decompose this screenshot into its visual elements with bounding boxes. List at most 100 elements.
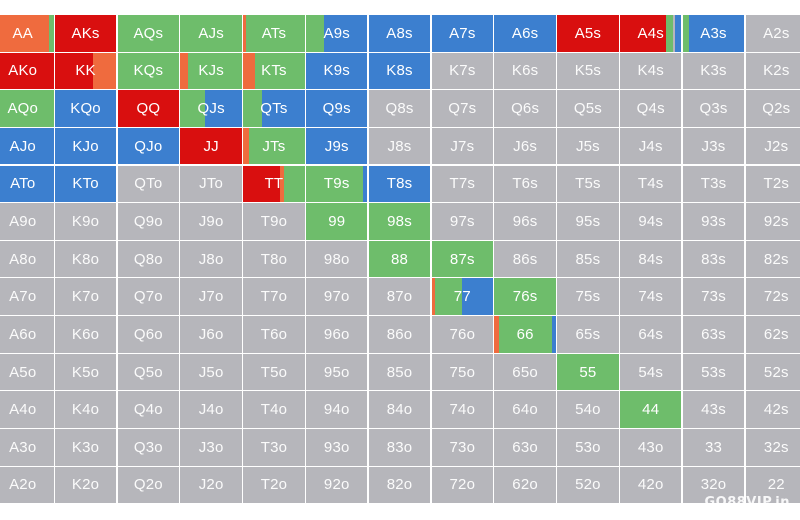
hand-cell[interactable]: T8s [368,165,431,203]
hand-cell[interactable]: T5o [243,353,305,391]
hand-cell[interactable]: AQs [117,15,180,52]
hand-cell[interactable]: 66 [494,316,556,353]
hand-cell[interactable]: J6s [494,127,556,165]
hand-cell[interactable]: T2o [243,466,305,504]
hand-cell[interactable]: T6o [243,316,305,353]
hand-cell[interactable]: 77 [431,278,494,315]
hand-cell[interactable]: 42o [619,466,682,504]
hand-cell[interactable]: 64s [619,316,682,353]
hand-cell[interactable]: T8o [243,240,305,278]
hand-cell[interactable]: 97s [431,203,494,240]
hand-cell[interactable]: A8o [0,240,54,278]
hand-cell[interactable]: 43o [619,429,682,466]
hand-cell[interactable]: A4o [0,391,54,428]
hand-cell[interactable]: KQo [54,90,117,127]
hand-cell[interactable]: 96o [305,316,368,353]
hand-cell[interactable]: A6o [0,316,54,353]
hand-cell[interactable]: Q6o [117,316,180,353]
hand-cell[interactable]: 85o [368,353,431,391]
hand-cell[interactable]: KJo [54,127,117,165]
hand-cell[interactable]: 43s [682,391,745,428]
hand-cell[interactable]: KQs [117,52,180,90]
hand-cell[interactable]: 62o [494,466,556,504]
hand-cell[interactable]: T7o [243,278,305,315]
hand-cell[interactable]: Q3o [117,429,180,466]
hand-cell[interactable]: J9o [180,203,242,240]
hand-cell[interactable]: 74s [619,278,682,315]
hand-cell[interactable]: A4s [619,15,682,52]
hand-cell[interactable]: 73s [682,278,745,315]
hand-cell[interactable]: 65o [494,353,556,391]
hand-cell[interactable]: 83o [368,429,431,466]
hand-cell[interactable]: Q7o [117,278,180,315]
hand-cell[interactable]: A2o [0,466,54,504]
hand-cell[interactable]: T9s [305,165,368,203]
hand-cell[interactable]: 62s [745,316,800,353]
hand-cell[interactable]: 63s [682,316,745,353]
hand-cell[interactable]: AJo [0,127,54,165]
hand-cell[interactable]: J4o [180,391,242,428]
hand-cell[interactable]: 96s [494,203,556,240]
hand-cell[interactable]: 87o [368,278,431,315]
hand-cell[interactable]: QTo [117,165,180,203]
hand-cell[interactable]: K4s [619,52,682,90]
hand-cell[interactable]: A2s [745,15,800,52]
hand-cell[interactable]: K4o [54,391,117,428]
hand-cell[interactable]: ATs [243,15,305,52]
hand-cell[interactable]: 65s [557,316,619,353]
hand-cell[interactable]: K7s [431,52,494,90]
hand-cell[interactable]: JTs [243,127,305,165]
hand-cell[interactable]: A9s [305,15,368,52]
hand-cell[interactable]: A6s [494,15,556,52]
hand-cell[interactable]: T5s [557,165,619,203]
hand-cell[interactable]: Q3s [682,90,745,127]
hand-cell[interactable]: Q8o [117,240,180,278]
hand-cell[interactable]: J7o [180,278,242,315]
hand-cell[interactable]: 32o [682,466,745,504]
hand-cell[interactable]: J6o [180,316,242,353]
hand-cell[interactable]: A7o [0,278,54,315]
hand-cell[interactable]: 94o [305,391,368,428]
hand-cell[interactable]: A8s [368,15,431,52]
hand-cell[interactable]: 95o [305,353,368,391]
hand-cell[interactable]: 72s [745,278,800,315]
hand-cell[interactable]: AKs [54,15,117,52]
hand-cell[interactable]: 84s [619,240,682,278]
hand-cell[interactable]: AQo [0,90,54,127]
hand-cell[interactable]: J3o [180,429,242,466]
hand-cell[interactable]: JJ [180,127,242,165]
hand-cell[interactable]: K9o [54,203,117,240]
hand-cell[interactable]: 55 [557,353,619,391]
hand-cell[interactable]: J8s [368,127,431,165]
hand-cell[interactable]: QTs [243,90,305,127]
hand-cell[interactable]: 53s [682,353,745,391]
hand-cell[interactable]: AKo [0,52,54,90]
hand-cell[interactable]: JTo [180,165,242,203]
hand-cell[interactable]: 97o [305,278,368,315]
hand-cell[interactable]: 82o [368,466,431,504]
hand-cell[interactable]: T4s [619,165,682,203]
hand-cell[interactable]: Q8s [368,90,431,127]
hand-cell[interactable]: AJs [180,15,242,52]
hand-cell[interactable]: K6o [54,316,117,353]
hand-cell[interactable]: J5o [180,353,242,391]
hand-cell[interactable]: K5o [54,353,117,391]
hand-cell[interactable]: T2s [745,165,800,203]
hand-cell[interactable]: 44 [619,391,682,428]
hand-cell[interactable]: K2s [745,52,800,90]
hand-cell[interactable]: A5s [557,15,619,52]
hand-cell[interactable]: 92s [745,203,800,240]
hand-cell[interactable]: T3o [243,429,305,466]
hand-cell[interactable]: 73o [431,429,494,466]
hand-cell[interactable]: J9s [305,127,368,165]
hand-cell[interactable]: 53o [557,429,619,466]
hand-cell[interactable]: 95s [557,203,619,240]
hand-cell[interactable]: J4s [619,127,682,165]
hand-cell[interactable]: K8o [54,240,117,278]
hand-cell[interactable]: 93s [682,203,745,240]
hand-cell[interactable]: 74o [431,391,494,428]
hand-cell[interactable]: ATo [0,165,54,203]
hand-cell[interactable]: Q2s [745,90,800,127]
hand-cell[interactable]: J2o [180,466,242,504]
hand-cell[interactable]: Q2o [117,466,180,504]
